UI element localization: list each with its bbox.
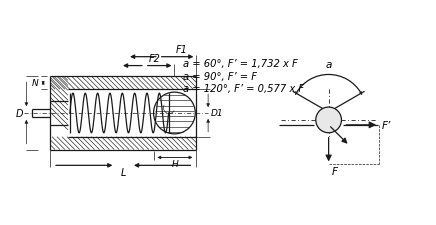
- Text: H: H: [171, 160, 178, 169]
- Text: F1: F1: [176, 45, 187, 54]
- Text: D1: D1: [211, 109, 224, 118]
- Text: F2: F2: [149, 53, 160, 63]
- Text: F: F: [332, 166, 337, 177]
- Text: a: a: [325, 59, 332, 69]
- Text: L: L: [120, 168, 126, 178]
- Text: a = 120°, F’ = 0,577 x F: a = 120°, F’ = 0,577 x F: [184, 84, 305, 94]
- Text: N: N: [31, 79, 38, 88]
- Text: F’: F’: [382, 120, 391, 130]
- Text: a = 90°, F’ = F: a = 90°, F’ = F: [184, 71, 257, 81]
- Text: a = 60°, F’ = 1,732 x F: a = 60°, F’ = 1,732 x F: [184, 58, 298, 68]
- Circle shape: [316, 108, 341, 133]
- Text: D: D: [16, 108, 24, 118]
